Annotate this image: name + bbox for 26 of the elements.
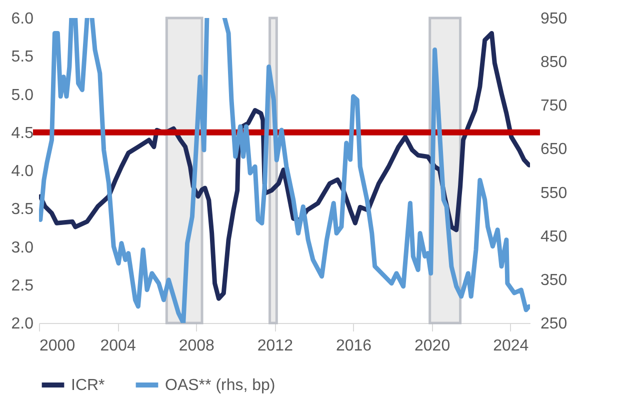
y2-tick-label: 450 bbox=[540, 228, 568, 246]
legend-label: OAS** (rhs, bp) bbox=[165, 377, 276, 394]
y-tick-label: 2.5 bbox=[11, 277, 34, 294]
y2-tick-label: 250 bbox=[540, 316, 568, 332]
y-tick-label: 3.5 bbox=[11, 201, 34, 218]
y2-tick-label: 550 bbox=[540, 184, 568, 202]
y-tick-label: 3.0 bbox=[11, 239, 34, 256]
y-tick-label: 2.0 bbox=[11, 316, 34, 332]
y-tick-label: 5.0 bbox=[11, 86, 34, 104]
y-tick-label: 5.5 bbox=[11, 48, 34, 66]
y2-tick-label: 750 bbox=[540, 98, 568, 115]
y2-tick-label: 350 bbox=[540, 272, 568, 289]
x-tick-label: 2000 bbox=[40, 338, 76, 354]
x-tick-label: 2016 bbox=[336, 338, 372, 354]
x-tick-label: 2012 bbox=[257, 338, 294, 354]
x-tick-label: 2024 bbox=[493, 338, 529, 354]
y-tick-label: 4.0 bbox=[11, 163, 34, 180]
x-tick-label: 2020 bbox=[414, 338, 450, 354]
y2-tick-label: 850 bbox=[540, 54, 568, 72]
y-tick-label: 6.0 bbox=[11, 10, 34, 28]
x-tick-label: 2004 bbox=[100, 338, 136, 354]
legend-label: ICR* bbox=[71, 377, 105, 394]
y2-tick-label: 650 bbox=[540, 141, 568, 158]
y-tick-label: 4.5 bbox=[11, 124, 34, 142]
y2-tick-label: 950 bbox=[540, 10, 568, 28]
x-tick-label: 2008 bbox=[178, 338, 215, 354]
